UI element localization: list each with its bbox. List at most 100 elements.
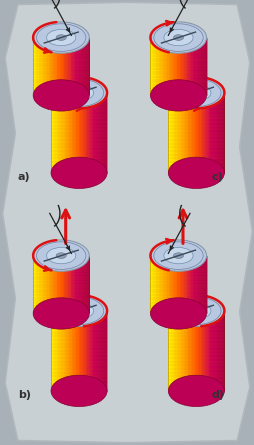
Bar [79,311,81,391]
Bar [195,37,196,95]
Bar [59,37,61,95]
Bar [65,93,67,173]
Bar [98,311,100,391]
Bar [200,93,201,173]
Bar [154,37,156,95]
Bar [215,311,217,391]
Bar [50,37,51,95]
Bar [72,37,74,95]
Bar [200,311,201,391]
Ellipse shape [46,29,75,46]
Ellipse shape [51,295,107,327]
Bar [77,93,79,173]
Bar [55,93,57,173]
Bar [164,37,166,95]
Bar [192,311,193,391]
Bar [56,93,58,173]
Bar [72,311,73,391]
Bar [90,93,91,173]
Bar [94,311,96,391]
Bar [66,311,68,391]
Bar [62,255,64,313]
Bar [184,93,186,173]
Bar [202,37,203,95]
Bar [207,311,209,391]
Bar [221,311,223,391]
Bar [211,311,213,391]
Bar [51,255,53,313]
Ellipse shape [190,90,201,96]
Ellipse shape [56,35,66,40]
Bar [68,311,69,391]
Bar [169,93,171,173]
Bar [198,311,200,391]
Ellipse shape [168,157,224,189]
Bar [52,93,54,173]
Bar [61,93,62,173]
Ellipse shape [51,375,107,407]
Bar [64,255,66,313]
Bar [186,255,188,313]
Ellipse shape [33,240,89,271]
Ellipse shape [173,253,183,259]
Bar [44,255,46,313]
Bar [85,37,86,95]
Bar [59,311,61,391]
Bar [161,255,163,313]
Bar [196,311,197,391]
Bar [48,255,50,313]
Bar [54,255,56,313]
Bar [185,37,186,95]
Bar [179,255,181,313]
Bar [83,255,85,313]
Bar [37,255,39,313]
Bar [179,311,181,391]
Bar [210,93,211,173]
Bar [87,311,89,391]
Bar [192,255,194,313]
Bar [61,311,62,391]
Bar [196,93,197,173]
Bar [54,311,55,391]
Bar [41,255,43,313]
Ellipse shape [64,85,93,101]
Bar [70,93,72,173]
Bar [184,311,186,391]
Bar [55,255,57,313]
Bar [46,255,47,313]
Text: c): c) [211,173,223,182]
Bar [192,93,193,173]
Bar [58,311,59,391]
Bar [103,93,104,173]
Bar [84,311,86,391]
Bar [83,37,85,95]
Bar [83,93,85,173]
Bar [94,93,96,173]
Bar [204,255,206,313]
Bar [172,311,173,391]
Bar [218,311,220,391]
Bar [62,37,64,95]
Ellipse shape [33,80,89,111]
Text: d): d) [211,391,224,400]
Bar [219,93,221,173]
Bar [214,311,215,391]
Bar [105,93,107,173]
Bar [88,37,89,95]
Ellipse shape [168,77,224,109]
Bar [158,255,160,313]
Bar [53,255,54,313]
Bar [175,311,176,391]
Bar [201,93,203,173]
Ellipse shape [181,303,210,319]
Bar [187,37,189,95]
Bar [69,255,71,313]
Bar [203,93,204,173]
Bar [61,255,63,313]
Bar [194,311,196,391]
Bar [59,255,61,313]
Bar [69,37,71,95]
Ellipse shape [168,375,224,407]
Ellipse shape [33,22,89,53]
Bar [80,93,82,173]
